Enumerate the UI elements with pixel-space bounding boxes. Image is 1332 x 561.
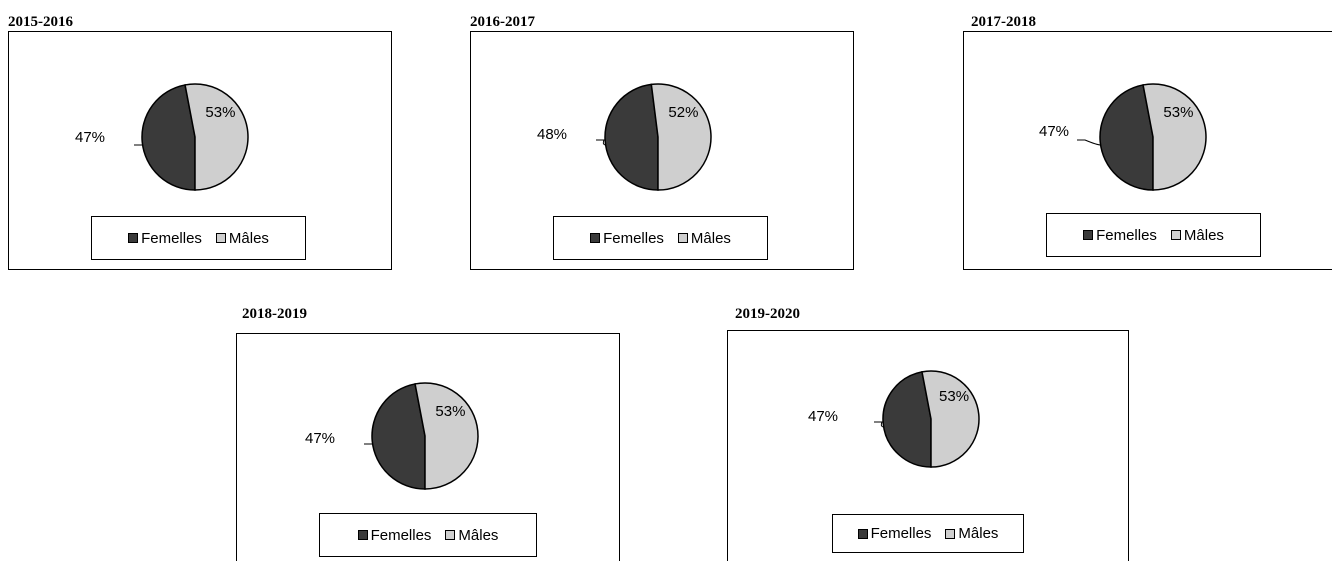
leader-line-femelles: [874, 421, 885, 428]
legend-label-femelles: Femelles: [603, 229, 664, 247]
data-label-males: 53%: [1163, 104, 1193, 121]
legend-swatch-males: [215, 233, 226, 243]
pie-slice-femelles: [141, 84, 196, 191]
data-label-males: 53%: [435, 403, 465, 420]
pie-slice-males: [184, 83, 249, 191]
chart-panel-2016-2017: 2016-2017 48% 52% Femelles Mâles: [470, 14, 854, 270]
chart-panel-2019-2020: 2019-2020 47% 53% Femelles Mâles: [727, 306, 1129, 561]
legend-swatch-males: [445, 530, 456, 540]
chart-title: 2018-2019: [242, 306, 307, 322]
leader-line-femelles: [1077, 139, 1102, 146]
chart-frame: 47% 53% Femelles Mâles: [963, 31, 1332, 270]
pie-slice-femelles: [371, 383, 426, 490]
legend-swatch-femelles: [1083, 230, 1094, 240]
data-label-femelles: 47%: [1039, 123, 1069, 140]
leader-line-femelles: [596, 139, 607, 146]
chart-panel-2015-2016: 2015-2016 47% 53% Femelles Mâles: [8, 14, 392, 270]
data-label-males: 53%: [939, 388, 969, 405]
chart-title: 2016-2017: [470, 14, 535, 30]
legend-item-femelles: Femelles: [590, 230, 664, 247]
data-label-femelles: 48%: [537, 126, 567, 143]
legend-item-males: Mâles: [215, 229, 269, 247]
pie-chart: 47% 53%: [1039, 83, 1207, 191]
legend-item-males: Mâles: [1170, 226, 1224, 244]
legend-item-males: Mâles: [445, 527, 498, 544]
chart-title: 2019-2020: [735, 306, 800, 322]
chart-frame: 47% 53% Femelles Mâles: [8, 31, 392, 270]
pie-slice-males: [921, 370, 980, 468]
legend-swatch-femelles: [857, 528, 868, 539]
chart-legend: Femelles Mâles: [319, 513, 537, 557]
chart-panel-2018-2019: 2018-2019 47% 53% Femelles Mâles: [236, 306, 620, 561]
legend-swatch-males: [1170, 230, 1181, 240]
legend-swatch-males: [945, 528, 956, 539]
chart-legend: Femelles Mâles: [832, 514, 1024, 553]
legend-item-males: Mâles: [677, 229, 731, 247]
pie-chart: 47% 53%: [305, 382, 479, 490]
pie-slice-males: [1142, 83, 1207, 191]
legend-swatch-femelles: [357, 530, 368, 540]
chart-title: 2015-2016: [8, 14, 73, 30]
legend-item-femelles: Femelles: [857, 525, 932, 542]
pie-slice-femelles: [1099, 84, 1154, 191]
pie-slice-males: [414, 382, 479, 490]
legend-item-femelles: Femelles: [1083, 227, 1157, 244]
pie-chart: 47% 53%: [808, 370, 980, 468]
chart-legend: Femelles Mâles: [1046, 213, 1261, 257]
chart-legend: Femelles Mâles: [91, 216, 306, 260]
data-label-femelles: 47%: [75, 129, 105, 146]
legend-item-males: Mâles: [945, 525, 998, 542]
legend-label-males: Mâles: [228, 229, 269, 247]
legend-label-males: Mâles: [690, 229, 731, 247]
legend-label-femelles: Femelles: [1096, 226, 1157, 244]
chart-title: 2017-2018: [971, 14, 1036, 30]
legend-label-femelles: Femelles: [370, 526, 432, 544]
pie-chart: 47% 53%: [75, 83, 249, 191]
chart-frame: 47% 53% Femelles Mâles: [236, 333, 620, 561]
legend-item-femelles: Femelles: [128, 230, 202, 247]
chart-frame: 48% 52% Femelles Mâles: [470, 31, 854, 270]
chart-frame: 47% 53% Femelles Mâles: [727, 330, 1129, 561]
pie-slice-femelles: [882, 370, 932, 468]
legend-label-males: Mâles: [458, 526, 499, 544]
legend-label-males: Mâles: [1183, 226, 1224, 244]
data-label-femelles: 47%: [305, 430, 335, 447]
legend-swatch-males: [677, 233, 688, 243]
chart-panel-2017-2018: 2017-2018 47% 53% Femelles Mâles: [963, 14, 1332, 270]
legend-label-femelles: Femelles: [870, 525, 932, 542]
pie-slice-males: [650, 83, 712, 191]
legend-item-femelles: Femelles: [357, 526, 432, 544]
pie-slice-femelles: [604, 83, 659, 191]
legend-swatch-femelles: [590, 233, 601, 243]
data-label-males: 53%: [205, 104, 235, 121]
pie-chart: 48% 52%: [537, 83, 712, 191]
chart-legend: Femelles Mâles: [553, 216, 768, 260]
legend-label-femelles: Femelles: [141, 229, 202, 247]
data-label-femelles: 47%: [808, 408, 838, 425]
legend-label-males: Mâles: [958, 525, 999, 542]
legend-swatch-femelles: [128, 233, 139, 243]
data-label-males: 52%: [668, 104, 698, 121]
